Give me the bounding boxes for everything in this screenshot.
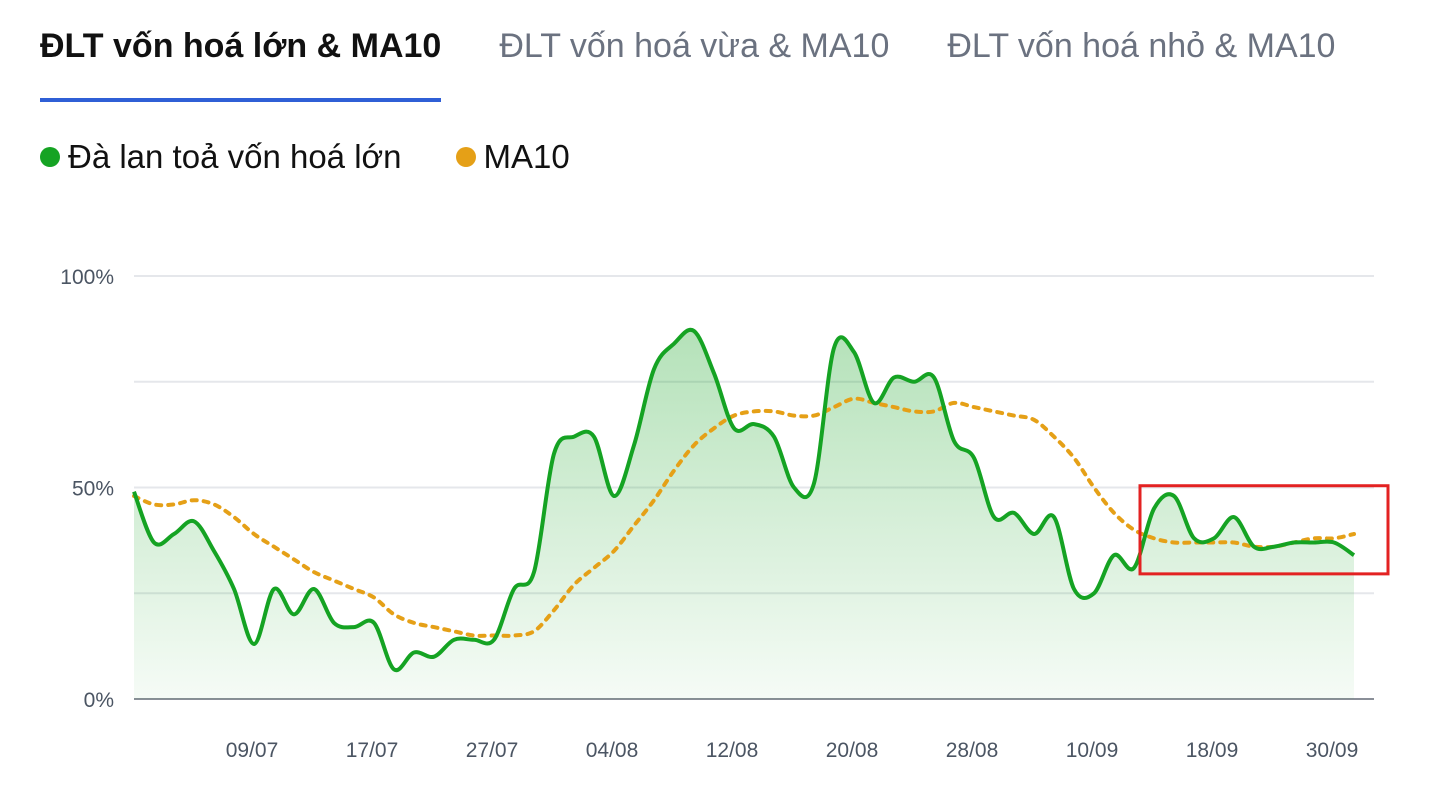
y-tick-label: 50%	[72, 478, 114, 501]
chart-legend: Đà lan toả vốn hoá lớn MA10	[40, 138, 570, 176]
x-tick-label: 09/07	[226, 739, 279, 762]
x-tick-label: 18/09	[1186, 739, 1239, 762]
series-main-line	[132, 327, 1356, 673]
tab-large-cap[interactable]: ĐLT vốn hoá lớn & MA10	[40, 18, 442, 102]
x-tick-label: 17/07	[346, 739, 399, 762]
legend-item-ma10[interactable]: MA10	[455, 138, 570, 176]
x-tick-label: 27/07	[466, 739, 519, 762]
legend-dot-ma10-icon	[455, 147, 476, 167]
x-axis-labels: 09/07 17/07 27/07 04/08 12/08 20/08 28/08 10/09…	[226, 739, 1359, 762]
x-tick-label: 10/09	[1066, 739, 1119, 762]
y-tick-label: 100%	[60, 266, 114, 289]
x-tick-label: 12/08	[706, 739, 759, 762]
x-tick-label: 28/08	[946, 739, 999, 762]
legend-item-main[interactable]: Đà lan toả vốn hoá lớn	[40, 138, 402, 176]
series-main-area	[134, 329, 1354, 699]
x-tick-label: 04/08	[586, 739, 639, 762]
highlight-box	[1138, 484, 1390, 576]
y-axis-labels: 100% 50% 0%	[60, 266, 114, 712]
tab-small-cap[interactable]: ĐLT vốn hoá nhỏ & MA10	[947, 27, 1336, 65]
legend-label-main: Đà lan toả vốn hoá lớn	[68, 138, 402, 175]
x-tick-label: 20/08	[826, 739, 879, 762]
legend-label-ma10: MA10	[483, 138, 570, 175]
tab-bar: ĐLT vốn hoá lớn & MA10 ĐLT vốn hoá vừa &…	[40, 18, 1335, 102]
x-tick-label: 30/09	[1306, 739, 1359, 762]
legend-dot-main-icon	[40, 147, 60, 167]
tab-mid-cap[interactable]: ĐLT vốn hoá vừa & MA10	[499, 27, 890, 65]
y-tick-label: 0%	[84, 689, 114, 712]
series-ma10-line	[132, 396, 1356, 638]
